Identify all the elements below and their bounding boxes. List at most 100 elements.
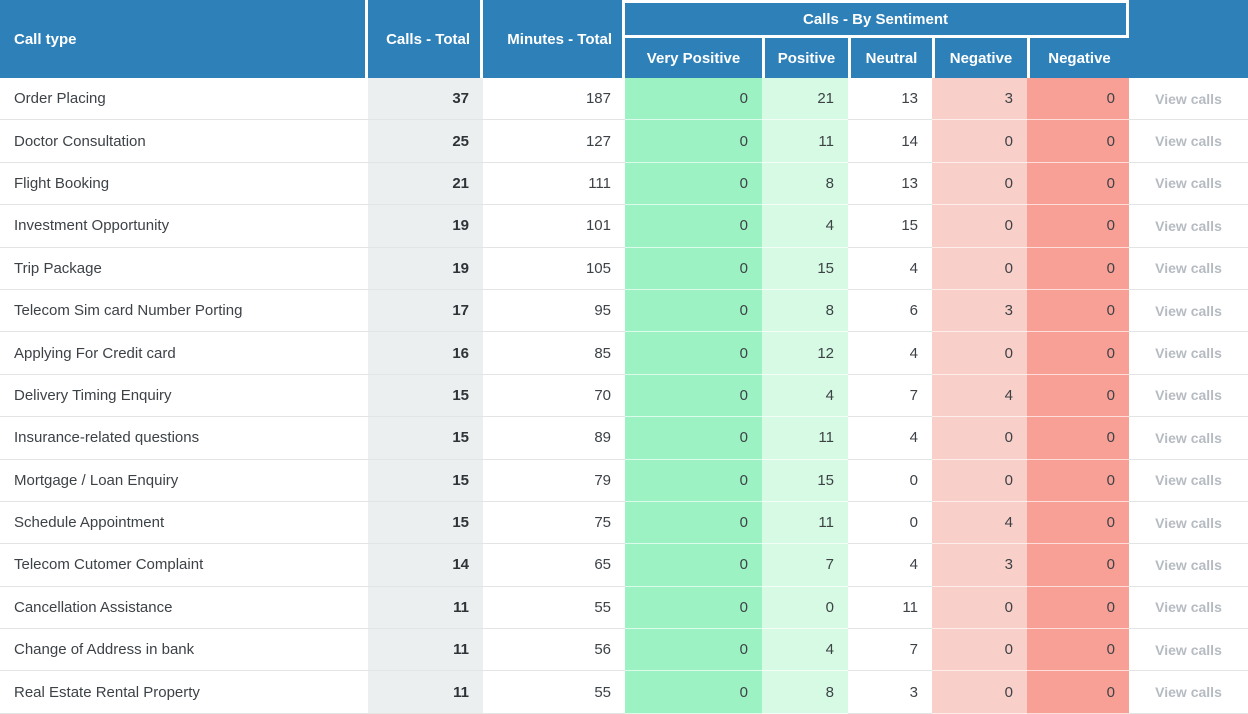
very-negative-cell: 0 [1027, 162, 1130, 206]
minutes-total-cell: 79 [483, 459, 625, 502]
very-negative-cell: 0 [1027, 247, 1130, 290]
positive-cell: 12 [762, 332, 848, 375]
neutral-cell: 13 [848, 78, 932, 121]
view-calls-link[interactable]: View calls [1129, 120, 1248, 163]
negative-cell: 0 [932, 162, 1027, 206]
table-header: Call type Calls - Total Minutes - Total … [0, 0, 1248, 78]
neutral-cell: 0 [848, 459, 932, 502]
very-negative-cell: 0 [1027, 374, 1130, 418]
column-header-call-type: Call type [0, 0, 368, 78]
very-negative-cell: 0 [1027, 501, 1130, 545]
view-calls-link[interactable]: View calls [1129, 162, 1248, 206]
call-type-cell: Telecom Cutomer Complaint [0, 544, 368, 587]
very-positive-cell: 0 [625, 289, 762, 333]
view-calls-link[interactable]: View calls [1129, 289, 1248, 333]
negative-cell: 0 [932, 205, 1027, 248]
calls-total-cell: 11 [368, 629, 483, 672]
minutes-total-cell: 111 [483, 162, 625, 206]
negative-cell: 0 [932, 586, 1027, 630]
neutral-cell: 6 [848, 289, 932, 333]
positive-cell: 15 [762, 247, 848, 290]
neutral-cell: 4 [848, 544, 932, 587]
calls-total-cell: 37 [368, 78, 483, 121]
view-calls-link[interactable]: View calls [1129, 78, 1248, 121]
table-body: Order Placing 37 187 0 21 13 3 0 View ca… [0, 78, 1248, 714]
negative-cell: 0 [932, 629, 1027, 672]
negative-cell: 0 [932, 332, 1027, 375]
neutral-cell: 4 [848, 332, 932, 375]
table-row: Doctor Consultation 25 127 0 11 14 0 0 V… [0, 120, 1248, 163]
call-type-cell: Flight Booking [0, 162, 368, 206]
column-header-very-positive: Very Positive [625, 38, 762, 78]
negative-cell: 3 [932, 544, 1027, 587]
minutes-total-cell: 127 [483, 120, 625, 163]
positive-cell: 21 [762, 78, 848, 121]
very-positive-cell: 0 [625, 162, 762, 206]
view-calls-link[interactable]: View calls [1129, 417, 1248, 460]
call-type-cell: Doctor Consultation [0, 120, 368, 163]
view-calls-link[interactable]: View calls [1129, 544, 1248, 587]
neutral-cell: 3 [848, 671, 932, 714]
very-negative-cell: 0 [1027, 417, 1130, 460]
very-positive-cell: 0 [625, 501, 762, 545]
positive-cell: 4 [762, 205, 848, 248]
positive-cell: 4 [762, 374, 848, 418]
very-negative-cell: 0 [1027, 332, 1130, 375]
neutral-cell: 0 [848, 501, 932, 545]
call-type-cell: Applying For Credit card [0, 332, 368, 375]
minutes-total-cell: 55 [483, 586, 625, 630]
very-positive-cell: 0 [625, 120, 762, 163]
column-header-positive: Positive [762, 38, 848, 78]
minutes-total-cell: 70 [483, 374, 625, 418]
view-calls-link[interactable]: View calls [1129, 459, 1248, 502]
view-calls-link[interactable]: View calls [1129, 671, 1248, 714]
minutes-total-cell: 89 [483, 417, 625, 460]
negative-cell: 0 [932, 671, 1027, 714]
negative-cell: 0 [932, 247, 1027, 290]
minutes-total-cell: 105 [483, 247, 625, 290]
minutes-total-cell: 56 [483, 629, 625, 672]
column-header-calls-total: Calls - Total [368, 0, 483, 78]
minutes-total-cell: 187 [483, 78, 625, 121]
call-type-cell: Telecom Sim card Number Porting [0, 289, 368, 333]
view-calls-link[interactable]: View calls [1129, 629, 1248, 672]
very-negative-cell: 0 [1027, 629, 1130, 672]
minutes-total-cell: 95 [483, 289, 625, 333]
neutral-cell: 7 [848, 629, 932, 672]
calls-total-cell: 21 [368, 162, 483, 206]
minutes-total-cell: 65 [483, 544, 625, 587]
positive-cell: 4 [762, 629, 848, 672]
very-negative-cell: 0 [1027, 586, 1130, 630]
calls-total-cell: 17 [368, 289, 483, 333]
minutes-total-cell: 101 [483, 205, 625, 248]
view-calls-link[interactable]: View calls [1129, 586, 1248, 630]
table-row: Trip Package 19 105 0 15 4 0 0 View call… [0, 247, 1248, 290]
positive-cell: 0 [762, 586, 848, 630]
call-type-cell: Cancellation Assistance [0, 586, 368, 630]
calls-total-cell: 15 [368, 417, 483, 460]
very-positive-cell: 0 [625, 78, 762, 121]
negative-cell: 3 [932, 78, 1027, 121]
call-type-cell: Investment Opportunity [0, 205, 368, 248]
view-calls-link[interactable]: View calls [1129, 332, 1248, 375]
negative-cell: 3 [932, 289, 1027, 333]
table-row: Investment Opportunity 19 101 0 4 15 0 0… [0, 205, 1248, 248]
very-positive-cell: 0 [625, 374, 762, 418]
table-row: Insurance-related questions 15 89 0 11 4… [0, 417, 1248, 460]
column-header-negative: Negative [932, 38, 1027, 78]
call-type-cell: Mortgage / Loan Enquiry [0, 459, 368, 502]
table-row: Real Estate Rental Property 11 55 0 8 3 … [0, 671, 1248, 714]
very-positive-cell: 0 [625, 671, 762, 714]
view-calls-link[interactable]: View calls [1129, 501, 1248, 545]
minutes-total-cell: 85 [483, 332, 625, 375]
view-calls-link[interactable]: View calls [1129, 374, 1248, 418]
neutral-cell: 13 [848, 162, 932, 206]
view-calls-link[interactable]: View calls [1129, 205, 1248, 248]
call-type-cell: Real Estate Rental Property [0, 671, 368, 714]
calls-total-cell: 15 [368, 459, 483, 502]
calls-total-cell: 15 [368, 501, 483, 545]
view-calls-link[interactable]: View calls [1129, 247, 1248, 290]
negative-cell: 4 [932, 501, 1027, 545]
neutral-cell: 14 [848, 120, 932, 163]
very-positive-cell: 0 [625, 586, 762, 630]
